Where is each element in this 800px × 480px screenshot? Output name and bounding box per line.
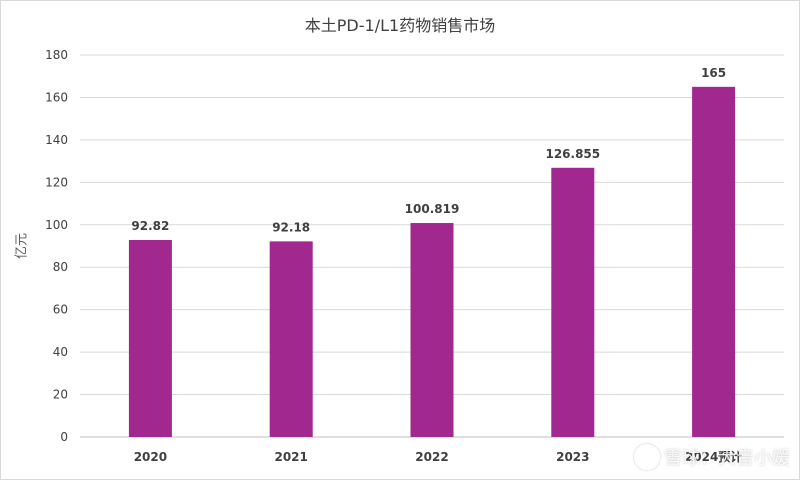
data-label: 126.855 [545,147,600,161]
y-tick-label: 140 [45,133,68,147]
bar [410,223,454,437]
x-tick-label: 2024预计 [685,449,742,464]
data-label: 92.18 [272,220,310,234]
bar [692,86,736,437]
chart-title: 本土PD-1/L1药物销售市场 [304,16,496,35]
snowball-logo-icon [634,444,660,470]
watermark: 雪球：大音小媛 [634,444,790,470]
bar [269,241,313,437]
data-label: 92.82 [131,219,169,233]
y-tick-label: 20 [53,388,68,402]
y-tick-label: 160 [45,90,68,104]
x-tick-label: 2020 [134,450,167,464]
watermark-text: 雪球：大音小媛 [664,448,790,469]
x-tick-label: 2022 [415,450,448,464]
y-tick-label: 180 [45,48,68,62]
y-tick-label: 80 [53,260,68,274]
x-tick-label: 2023 [556,450,589,464]
y-tick-label: 0 [60,430,68,444]
y-tick-label: 100 [45,218,68,232]
x-tick-label: 2021 [274,450,307,464]
bar [551,167,595,437]
data-label: 165 [701,66,726,80]
bar [128,240,172,437]
y-tick-label: 120 [45,175,68,189]
y-tick-label: 40 [53,345,68,359]
data-label: 100.819 [405,202,460,216]
y-tick-label: 60 [53,303,68,317]
